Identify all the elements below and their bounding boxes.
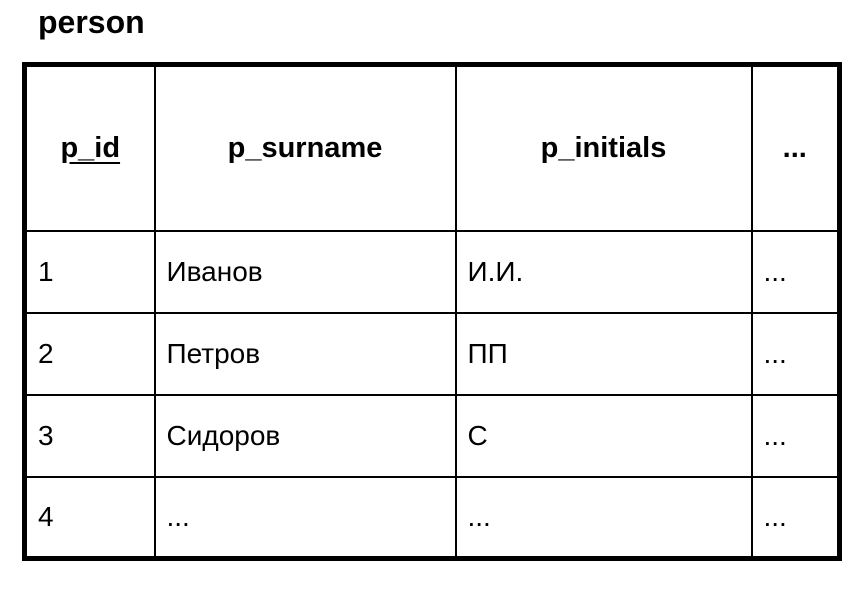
cell-p-id: 4 (23, 475, 156, 560)
cell-more: ... (750, 393, 841, 478)
cell-more: ... (750, 311, 841, 396)
cell-p-initials: И.И. (454, 229, 753, 314)
column-header-p-id: p_id (23, 63, 156, 232)
column-header-p-initials: p_initials (454, 63, 753, 232)
cell-more: ... (750, 475, 841, 560)
cell-p-initials: ... (454, 475, 753, 560)
cell-p-id: 2 (23, 311, 156, 396)
cell-p-surname: Петров (153, 311, 457, 396)
column-header-more: ... (750, 63, 841, 232)
column-header-p-surname: p_surname (153, 63, 457, 232)
cell-more: ... (750, 229, 841, 314)
table-row: 2 Петров ПП ... (23, 311, 841, 396)
table-row: 3 Сидоров С ... (23, 393, 841, 478)
table-title: person (38, 4, 145, 40)
person-table: p_id p_surname p_initials ... 1 Иванов И… (22, 62, 842, 561)
cell-p-initials: ПП (454, 311, 753, 396)
cell-p-surname: Сидоров (153, 393, 457, 478)
cell-p-id: 1 (23, 229, 156, 314)
table-row: 1 Иванов И.И. ... (23, 229, 841, 314)
cell-p-surname: ... (153, 475, 457, 560)
cell-p-initials: С (454, 393, 753, 478)
cell-p-id: 3 (23, 393, 156, 478)
cell-p-surname: Иванов (153, 229, 457, 314)
header-row: p_id p_surname p_initials ... (23, 63, 841, 232)
table-row: 4 ... ... ... (23, 475, 841, 560)
